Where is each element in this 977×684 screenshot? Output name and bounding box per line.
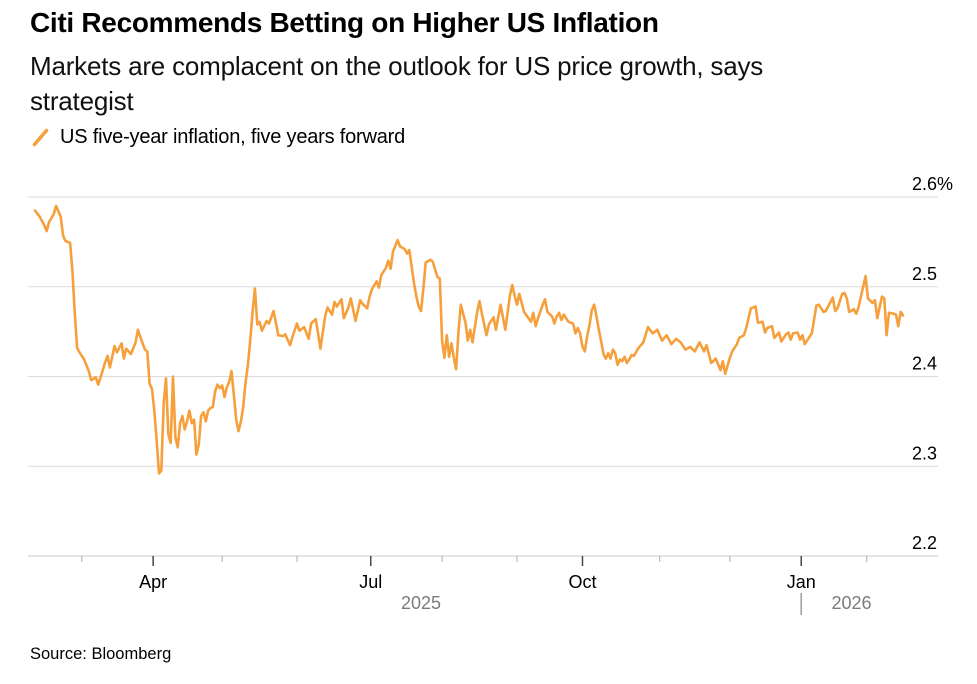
inflation-line	[33, 204, 905, 475]
month-label: Jan	[787, 572, 816, 592]
y-axis-label: 2.2	[912, 533, 937, 553]
subtitle-line-2: strategist	[30, 86, 134, 116]
year-label: 2025	[401, 593, 441, 613]
y-axis-label: 2.5	[912, 264, 937, 284]
y-axis-label: 2.6%	[912, 174, 953, 194]
year-label: 2026	[832, 593, 872, 613]
subtitle-line-1: Markets are complacent on the outlook fo…	[30, 51, 764, 81]
chart-svg: 2.6% 2.5 2.4 2.3 2.2 Apr Jul Oct Jan 2025 2026	[28, 174, 953, 615]
legend-marker-line	[32, 128, 49, 146]
month-label: Apr	[139, 572, 167, 592]
legend-label: US five-year inflation, five years forwa…	[60, 126, 406, 148]
chart-legend: US five-year inflation, five years forwa…	[31, 126, 405, 149]
series-slash-icon	[32, 128, 49, 146]
month-label: Jul	[359, 572, 382, 592]
y-axis-label: 2.4	[912, 354, 937, 374]
source-note: Source: Bloomberg	[30, 645, 172, 663]
chart-subtitle: Markets are complacent on the outlook fo…	[30, 49, 763, 119]
y-axis-label: 2.3	[912, 443, 937, 463]
month-label: Oct	[568, 572, 596, 592]
page-title: Citi Recommends Betting on Higher US Inf…	[30, 7, 659, 38]
